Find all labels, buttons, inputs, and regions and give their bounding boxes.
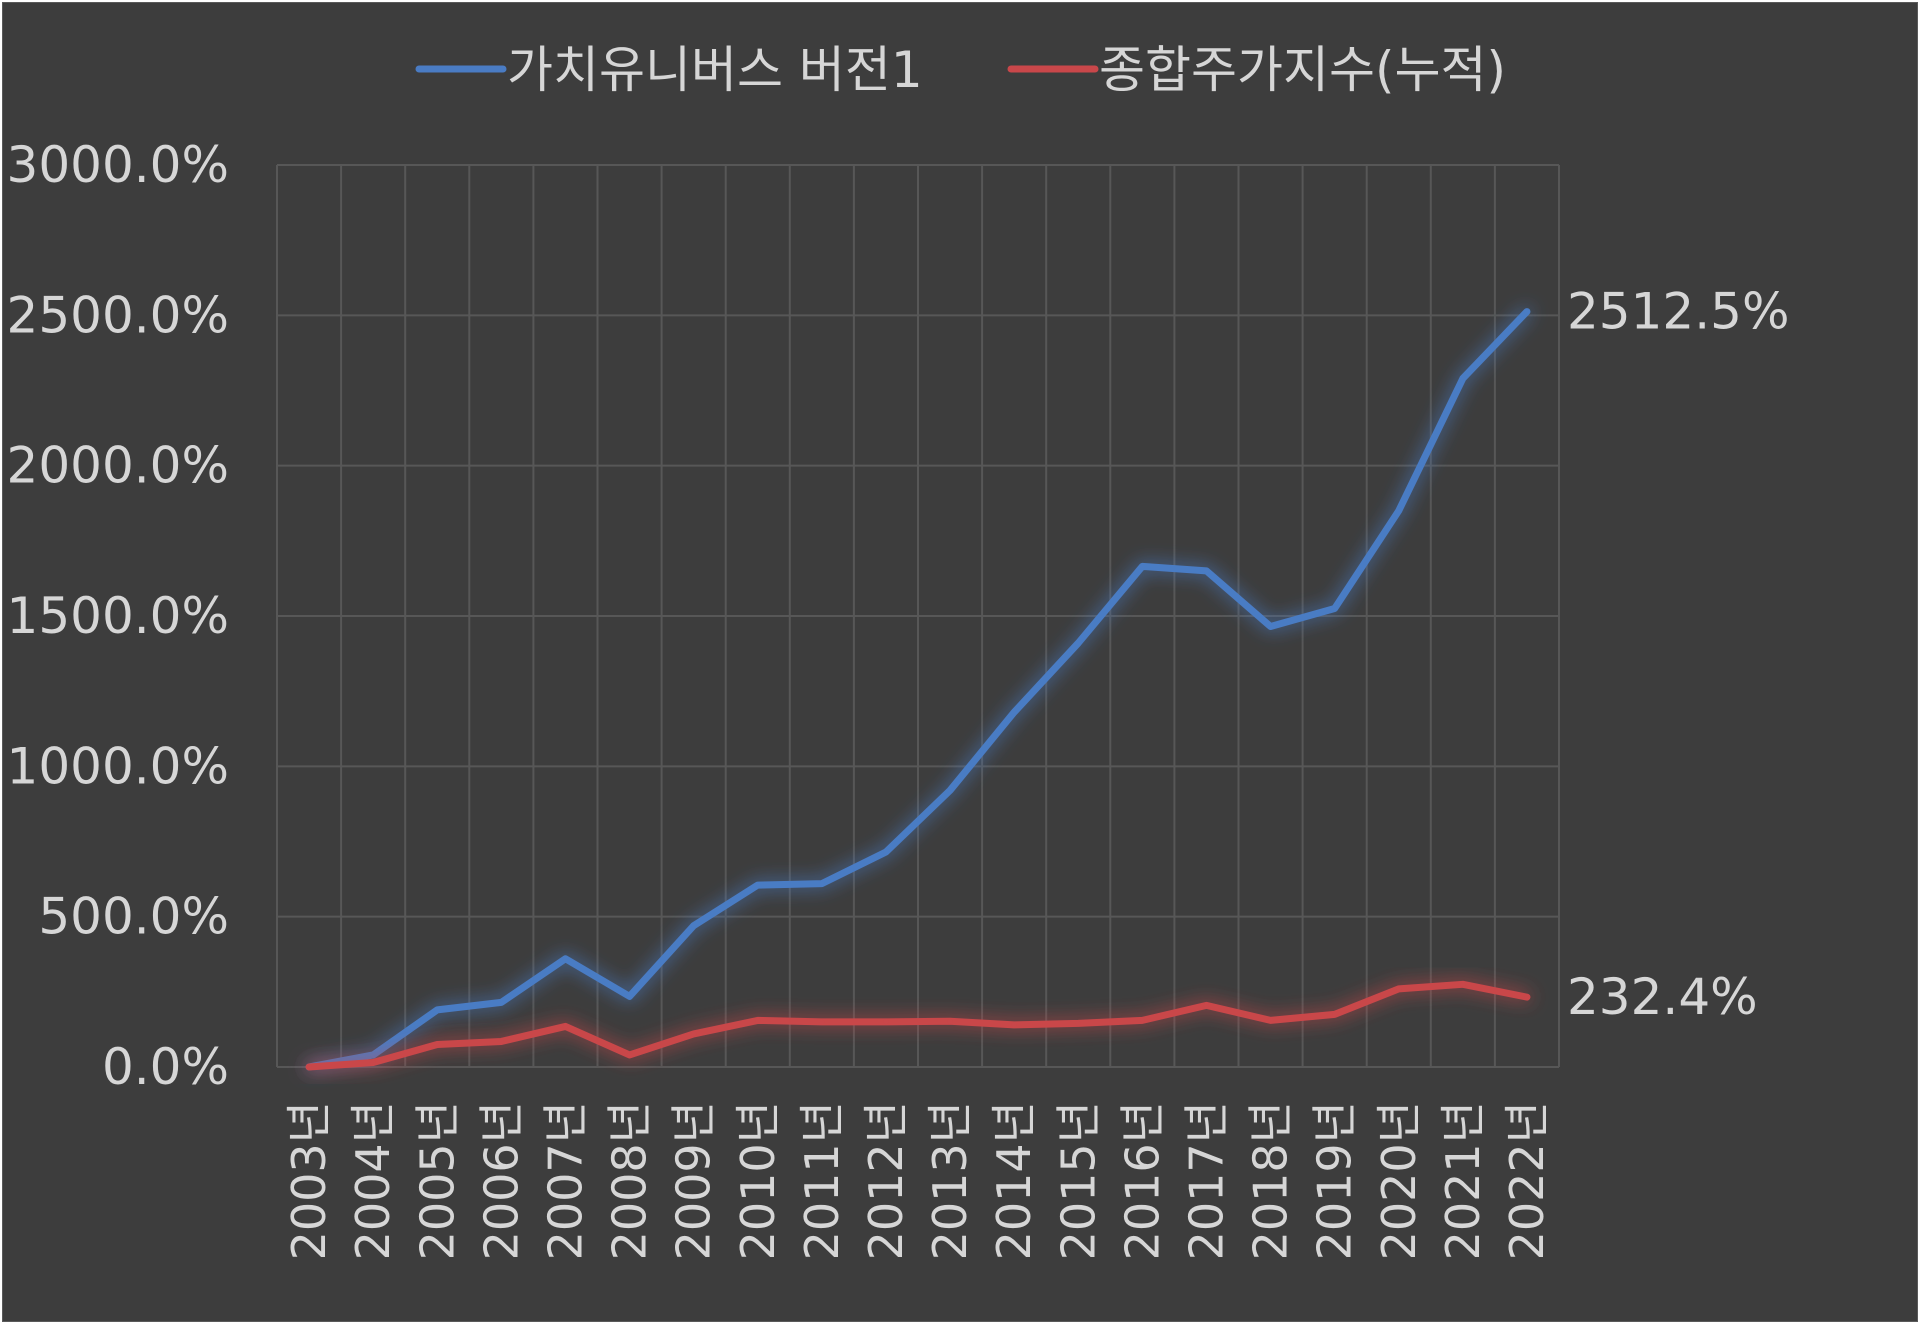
y-tick-label: 2500.0%: [7, 286, 229, 344]
line-chart: 0.0% 500.0% 1000.0% 1500.0% 2000.0% 2500.0% 30…: [7, 41, 1790, 1260]
data-point: [1075, 640, 1081, 646]
data-point: [883, 849, 889, 855]
x-tick-label: 2017년: [1179, 1101, 1233, 1260]
data-point: [1460, 981, 1466, 987]
data-point: [819, 881, 825, 887]
x-tick-label: 2015년: [1051, 1101, 1105, 1260]
data-point: [1524, 309, 1530, 315]
data-point: [1011, 709, 1017, 715]
data-point: [1524, 994, 1530, 1000]
x-tick-label: 2004년: [346, 1101, 400, 1260]
x-tick-label: 2014년: [987, 1101, 1041, 1260]
end-data-label: 2512.5%: [1567, 283, 1789, 341]
data-point: [947, 1018, 953, 1024]
x-tick-label: 2019년: [1308, 1101, 1362, 1260]
data-point: [434, 1041, 440, 1047]
y-axis-ticks: 0.0% 500.0% 1000.0% 1500.0% 2000.0% 2500.0% 30…: [7, 136, 229, 1096]
data-point: [883, 1019, 889, 1025]
end-data-label: 232.4%: [1567, 968, 1758, 1026]
data-point: [498, 1038, 504, 1044]
x-tick-label: 2020년: [1372, 1101, 1426, 1260]
x-tick-label: 2009년: [667, 1101, 721, 1260]
x-tick-label: 2016년: [1115, 1101, 1169, 1260]
series-line-1: [305, 308, 1531, 1071]
x-tick-label: 2008년: [603, 1101, 657, 1260]
legend-label: 가치유니버스 버전1: [507, 41, 923, 99]
x-tick-label: 2018년: [1244, 1101, 1298, 1260]
grid-lines: [276, 164, 1560, 1068]
data-point: [1396, 508, 1402, 514]
x-tick-label: 2010년: [731, 1101, 785, 1260]
y-tick-label: 3000.0%: [7, 136, 229, 194]
y-tick-label: 1500.0%: [7, 587, 229, 645]
x-tick-label: 2011년: [795, 1101, 849, 1260]
data-point: [1203, 1002, 1209, 1008]
data-point: [1268, 624, 1274, 630]
y-tick-label: 2000.0%: [7, 437, 229, 495]
x-tick-label: 2003년: [282, 1101, 336, 1260]
x-tick-label: 2006년: [474, 1101, 528, 1260]
y-tick-label: 0.0%: [102, 1038, 229, 1096]
data-point: [370, 1052, 376, 1058]
legend-label: 종합주가지수(누적): [1099, 41, 1506, 99]
y-tick-label: 1000.0%: [7, 737, 229, 795]
series-layer: [305, 308, 1531, 1071]
data-point: [562, 956, 568, 962]
x-tick-label: 2007년: [538, 1101, 592, 1260]
end-labels: 2512.5% 232.4%: [1567, 283, 1789, 1027]
data-point: [691, 923, 697, 929]
y-tick-label: 500.0%: [38, 888, 229, 946]
data-point: [819, 1019, 825, 1025]
series-line-2: [305, 980, 1531, 1071]
data-point: [306, 1064, 312, 1070]
data-point: [947, 787, 953, 793]
data-point: [1268, 1017, 1274, 1023]
data-point: [1011, 1022, 1017, 1028]
data-point: [1139, 1017, 1145, 1023]
legend: 가치유니버스 버전1 종합주가지수(누적): [415, 41, 1506, 99]
x-tick-label: 2005년: [410, 1101, 464, 1260]
data-point: [691, 1031, 697, 1037]
data-point: [1139, 563, 1145, 569]
data-point: [370, 1059, 376, 1065]
data-point: [627, 993, 633, 999]
x-tick-label: 2012년: [859, 1101, 913, 1260]
data-point: [1075, 1020, 1081, 1026]
data-point: [1460, 375, 1466, 381]
data-point: [498, 999, 504, 1005]
data-point: [562, 1023, 568, 1029]
data-point: [1203, 568, 1209, 574]
x-tick-label: 2013년: [923, 1101, 977, 1260]
x-tick-label: 2021년: [1436, 1101, 1490, 1260]
x-tick-label: 2022년: [1500, 1101, 1554, 1260]
data-point: [1396, 986, 1402, 992]
x-axis-ticks: 2003년 2004년 2005년 2006년 2007년 2008년 2009년 2010년…: [282, 1101, 1554, 1260]
data-point: [434, 1007, 440, 1013]
data-point: [1332, 605, 1338, 611]
data-point: [755, 1017, 761, 1023]
data-point: [755, 882, 761, 888]
data-point: [1332, 1011, 1338, 1017]
data-point: [627, 1052, 633, 1058]
